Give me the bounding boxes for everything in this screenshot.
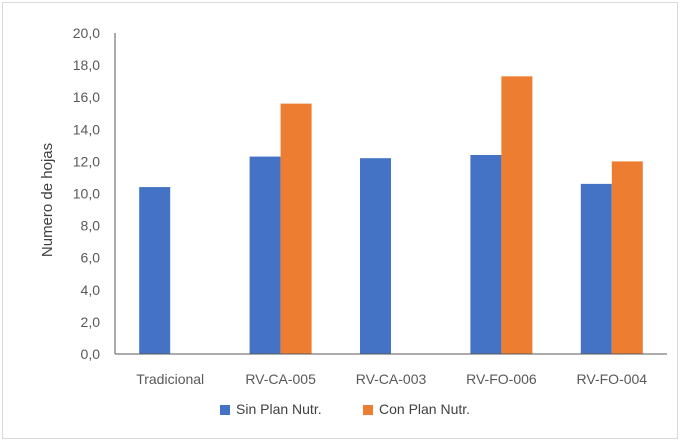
y-tick-label: 12,0: [73, 153, 100, 169]
y-tick-label: 20,0: [73, 25, 100, 41]
x-tick-label: RV-FO-006: [466, 371, 537, 387]
legend-label: Sin Plan Nutr.: [236, 401, 322, 417]
y-tick-labels: 0,0 2,0 4,0 6,0 8,0 10,0 12,0 14,0 16,0 18,0 20,0: [73, 25, 100, 362]
bar-sin-plan-2: [360, 158, 391, 354]
y-tick-label: 4,0: [81, 282, 101, 298]
legend: Sin Plan Nutr. Con Plan Nutr.: [220, 401, 470, 417]
x-tick-labels: Tradicional RV-CA-005 RV-CA-003 RV-FO-006 RV…: [136, 371, 647, 387]
bar-con-plan-3: [501, 76, 533, 355]
x-tick-label: RV-CA-005: [245, 371, 316, 387]
x-tick-label: Tradicional: [136, 371, 204, 387]
x-tick-label: RV-FO-004: [577, 371, 648, 387]
legend-swatch: [363, 405, 373, 415]
bar-con-plan-4: [611, 161, 643, 354]
legend-label: Con Plan Nutr.: [379, 401, 470, 417]
bar-sin-plan-4: [580, 183, 612, 354]
bar-con-plan-1: [280, 103, 312, 355]
legend-swatch: [220, 405, 230, 415]
y-axis-title: Numero de hojas: [39, 143, 56, 257]
y-tick-label: 2,0: [81, 314, 101, 330]
y-tick-label: 14,0: [73, 121, 100, 137]
bar-sin-plan-3: [470, 154, 502, 354]
bars: [139, 76, 643, 355]
y-tick-label: 8,0: [81, 218, 101, 234]
bar-sin-plan-0: [139, 187, 171, 354]
x-tick-label: RV-CA-003: [356, 371, 427, 387]
y-tick-label: 6,0: [81, 250, 101, 266]
bar-sin-plan-1: [249, 156, 281, 354]
y-tick-label: 0,0: [81, 346, 101, 362]
y-tick-label: 16,0: [73, 89, 100, 105]
y-tick-label: 10,0: [73, 186, 100, 202]
y-tick-label: 18,0: [73, 57, 100, 73]
